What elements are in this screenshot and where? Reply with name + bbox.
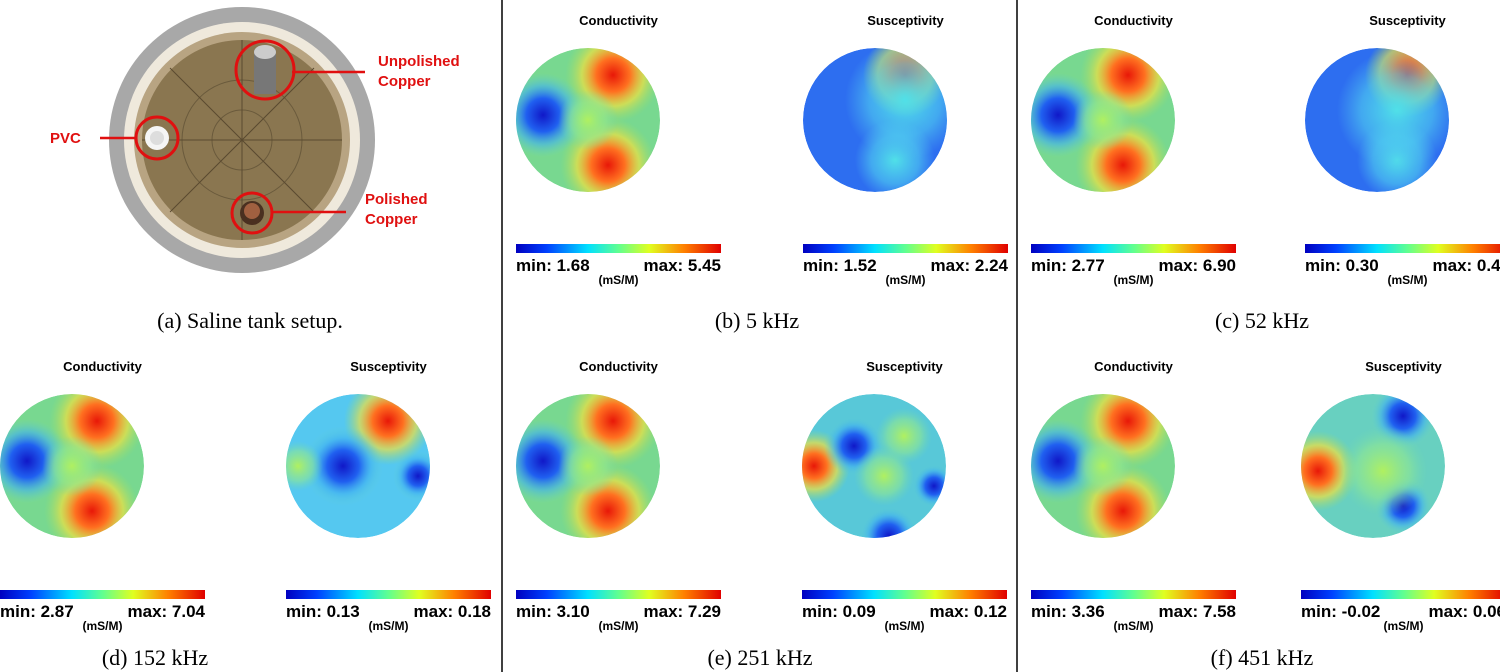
heatmap-blob bbox=[42, 436, 102, 496]
heatmap bbox=[1301, 394, 1445, 538]
map-title: Conductivity bbox=[1094, 13, 1173, 28]
colorbar-max: max: 0.06 bbox=[1429, 602, 1500, 621]
heatmap bbox=[0, 394, 144, 538]
colorbar bbox=[802, 590, 1007, 599]
heatmap-blob bbox=[558, 436, 618, 496]
colorbar-min: min: 0.30 bbox=[1305, 256, 1379, 275]
colorbar bbox=[803, 244, 1008, 253]
colorbar-max: max: 7.58 bbox=[1159, 602, 1237, 621]
heatmap-blob bbox=[845, 48, 947, 160]
colorbar-min: min: 2.77 bbox=[1031, 256, 1105, 275]
annotation: PVC bbox=[50, 130, 81, 147]
colorbar-min: min: 0.09 bbox=[802, 602, 876, 621]
caption: (c) 52 kHz bbox=[1215, 308, 1309, 333]
heatmap bbox=[803, 48, 947, 192]
colorbar-max: max: 7.29 bbox=[644, 602, 722, 621]
colorbar-min: min: 3.10 bbox=[516, 602, 590, 621]
heatmap bbox=[516, 394, 660, 538]
heatmap bbox=[286, 394, 430, 538]
colorbar-unit: (mS/M) bbox=[599, 619, 639, 633]
map-title: Susceptivity bbox=[350, 359, 427, 374]
colorbar-max: max: 0.12 bbox=[930, 602, 1008, 621]
colorbar-max: max: 6.90 bbox=[1159, 256, 1237, 275]
heatmap bbox=[1031, 394, 1175, 538]
colorbar-unit: (mS/M) bbox=[886, 273, 926, 287]
colorbar-unit: (mS/M) bbox=[1114, 619, 1154, 633]
colorbar bbox=[516, 590, 721, 599]
map-title: Conductivity bbox=[63, 359, 142, 374]
heatmap-blob bbox=[859, 506, 919, 538]
colorbar-min: min: 2.87 bbox=[0, 602, 74, 621]
heatmap bbox=[802, 394, 946, 538]
caption: (e) 251 kHz bbox=[707, 645, 812, 670]
colorbar bbox=[1031, 590, 1236, 599]
colorbar bbox=[1305, 244, 1500, 253]
annotation: Copper bbox=[378, 73, 431, 90]
colorbar bbox=[286, 590, 491, 599]
caption: (a) Saline tank setup. bbox=[157, 308, 343, 333]
caption: (f) 451 kHz bbox=[1211, 645, 1314, 670]
heatmap-blob bbox=[1337, 50, 1449, 170]
colorbar-unit: (mS/M) bbox=[1388, 273, 1428, 287]
heatmap-blob bbox=[912, 464, 946, 508]
heatmap-blob bbox=[1073, 436, 1133, 496]
heatmap-blob bbox=[558, 90, 618, 150]
heatmap bbox=[516, 48, 660, 192]
heatmap-blob bbox=[1301, 431, 1358, 511]
caption: (d) 152 kHz bbox=[102, 645, 209, 670]
colorbar-unit: (mS/M) bbox=[83, 619, 123, 633]
colorbar-min: min: 1.52 bbox=[803, 256, 877, 275]
colorbar-unit: (mS/M) bbox=[369, 619, 409, 633]
map-title: Susceptivity bbox=[867, 13, 944, 28]
colorbar bbox=[1031, 244, 1236, 253]
colorbar-unit: (mS/M) bbox=[1114, 273, 1154, 287]
heatmap-blob bbox=[854, 446, 914, 506]
heatmap-blob bbox=[1338, 426, 1428, 516]
colorbar-min: min: 0.13 bbox=[286, 602, 360, 621]
annotation: Copper bbox=[365, 211, 418, 228]
heatmap bbox=[1305, 48, 1449, 192]
heatmap-blob bbox=[286, 441, 323, 491]
heatmap-blob bbox=[303, 426, 383, 506]
map-title: Conductivity bbox=[579, 359, 658, 374]
colorbar-unit: (mS/M) bbox=[1384, 619, 1424, 633]
colorbar bbox=[1301, 590, 1500, 599]
annotation: Polished bbox=[365, 191, 428, 208]
colorbar-max: max: 2.24 bbox=[931, 256, 1009, 275]
heatmap-blob bbox=[393, 451, 430, 501]
colorbar-min: min: 1.68 bbox=[516, 256, 590, 275]
colorbar-max: max: 5.45 bbox=[644, 256, 722, 275]
tank-photo bbox=[100, 7, 375, 273]
map-title: Susceptivity bbox=[1365, 359, 1442, 374]
caption: (b) 5 kHz bbox=[715, 308, 800, 333]
heatmap-blob bbox=[1073, 90, 1133, 150]
map-title: Conductivity bbox=[579, 13, 658, 28]
colorbar-max: max: 0.44 bbox=[1433, 256, 1500, 275]
colorbar bbox=[516, 244, 721, 253]
colorbar-unit: (mS/M) bbox=[885, 619, 925, 633]
annotation: Unpolished bbox=[378, 53, 460, 70]
map-title: Susceptivity bbox=[866, 359, 943, 374]
map-title: Susceptivity bbox=[1369, 13, 1446, 28]
map-title: Conductivity bbox=[1094, 359, 1173, 374]
colorbar-min: min: 3.36 bbox=[1031, 602, 1105, 621]
colorbar-max: max: 7.04 bbox=[128, 602, 206, 621]
heatmap bbox=[1031, 48, 1175, 192]
colorbar-max: max: 0.18 bbox=[414, 602, 492, 621]
colorbar bbox=[0, 590, 205, 599]
colorbar-min: min: -0.02 bbox=[1301, 602, 1380, 621]
colorbar-unit: (mS/M) bbox=[599, 273, 639, 287]
